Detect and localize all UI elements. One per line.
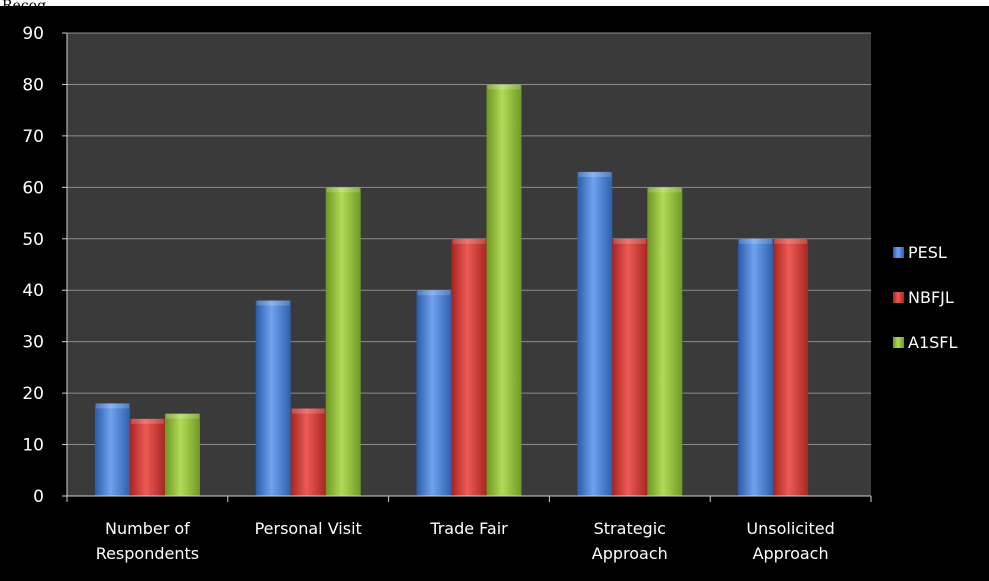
legend-swatch <box>893 292 904 303</box>
bar-nbfjl <box>451 238 487 496</box>
bar-nbfjl <box>129 418 165 496</box>
bar-a1sfl <box>164 413 200 496</box>
bar-pesl <box>416 290 452 496</box>
legend-label: NBFJL <box>908 288 954 307</box>
y-tick-label: 0 <box>33 487 44 507</box>
y-tick-label: 40 <box>22 281 44 301</box>
legend-item-a1sfl: A1SFL <box>893 333 957 352</box>
x-tick-label: Strategic Approach <box>592 519 668 563</box>
bar-nbfjl <box>773 238 809 496</box>
cropped-text-fragment: Recog... <box>0 0 59 6</box>
x-tick-label: Unsolicited Approach <box>746 519 834 563</box>
legend-item-nbfjl: NBFJL <box>893 288 954 307</box>
y-tick-labels: 0 10 20 30 40 50 60 70 80 90 <box>22 24 44 507</box>
legend-swatch <box>893 337 904 348</box>
x-tick-labels: Number of Respondents Personal Visit Trade … <box>96 519 835 563</box>
legend-label: A1SFL <box>908 333 957 352</box>
bar-a1sfl <box>486 84 522 496</box>
y-tick-label: 90 <box>22 24 44 44</box>
y-tick-label: 30 <box>22 333 44 353</box>
legend-item-pesl: PESL <box>893 243 947 262</box>
bar-pesl <box>94 403 130 496</box>
gridlines <box>67 32 871 446</box>
bar-a1sfl <box>647 187 683 497</box>
y-tick-label: 60 <box>22 178 44 198</box>
bar-pesl <box>255 300 291 496</box>
legend-label: PESL <box>908 243 947 262</box>
legend-swatch <box>893 247 904 258</box>
bar-pesl <box>738 238 774 496</box>
bar-pesl <box>577 171 613 496</box>
bar-chart: 0 10 20 30 40 50 60 70 80 90 Number of Respondents… <box>22 24 957 563</box>
bar-a1sfl <box>325 187 361 497</box>
x-tick-label: Number of Respondents <box>96 519 199 563</box>
y-tick-label: 10 <box>22 436 44 456</box>
bars <box>94 84 809 497</box>
x-tick-label: Personal Visit <box>255 519 362 538</box>
bar-nbfjl <box>612 238 648 496</box>
legend: PESL NBFJL A1SFL <box>893 243 957 352</box>
axes <box>62 32 872 502</box>
y-tick-label: 80 <box>22 75 44 95</box>
bar-nbfjl <box>290 408 326 496</box>
y-tick-label: 50 <box>22 230 44 250</box>
y-tick-label: 20 <box>22 384 44 404</box>
chart-frame: 0 10 20 30 40 50 60 70 80 90 Number of Respondents… <box>0 6 989 581</box>
x-tick-label: Trade Fair <box>429 519 508 538</box>
y-tick-label: 70 <box>22 127 44 147</box>
